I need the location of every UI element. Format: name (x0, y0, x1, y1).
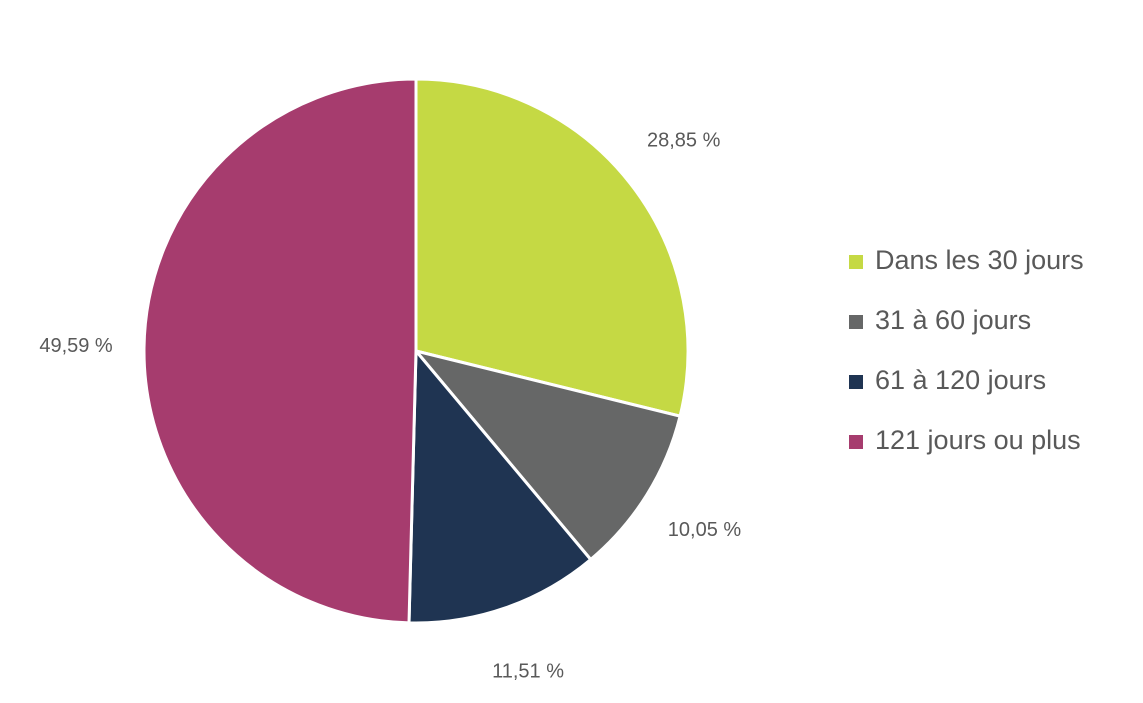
legend-label: 31 à 60 jours (875, 305, 1031, 335)
legend-swatch (849, 435, 863, 449)
legend-swatch (849, 315, 863, 329)
data-label: 28,85 % (647, 130, 721, 152)
legend-label: 61 à 120 jours (875, 365, 1046, 395)
pie-slice (407, 346, 593, 625)
pie-slice (411, 348, 682, 562)
pie-slice (142, 77, 418, 625)
legend-swatch (849, 375, 863, 389)
pie-slice (414, 77, 690, 418)
data-label: 10,05 % (668, 519, 742, 541)
data-label: 11,51 % (492, 660, 564, 682)
legend-label: 121 jours ou plus (875, 425, 1081, 455)
legend-swatch (849, 255, 863, 269)
data-label: 49,59 % (39, 335, 113, 357)
legend-label: Dans les 30 jours (875, 245, 1084, 275)
